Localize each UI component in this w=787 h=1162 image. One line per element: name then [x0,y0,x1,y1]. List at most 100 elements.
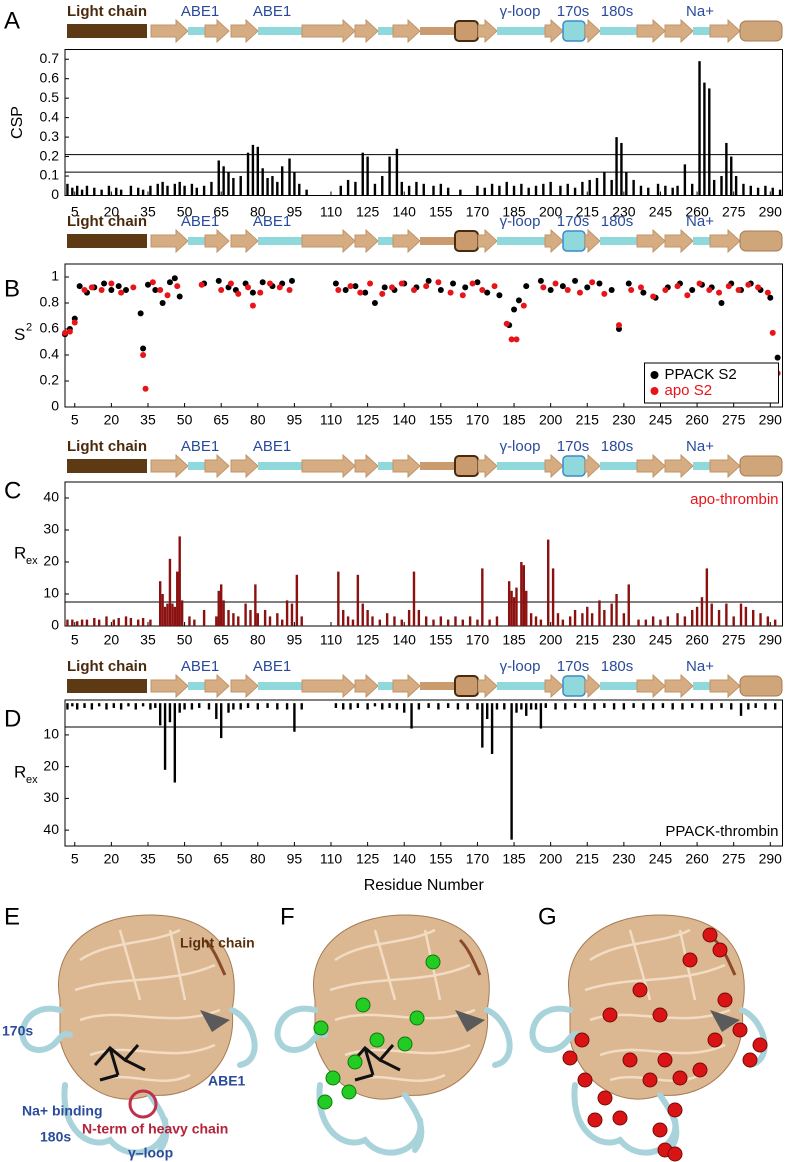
bar [290,603,294,626]
residue-sphere [369,1032,385,1048]
point [245,284,252,291]
bar [183,703,186,710]
x-tick-label: 215 [576,851,600,867]
topology-strand [709,673,741,699]
point [198,281,205,288]
topology-loop [600,237,637,245]
bar [512,597,516,626]
bar [642,703,645,710]
topology-strand [664,228,694,254]
topology-label: ABE1 [181,213,219,230]
bar [232,177,235,196]
y-axis-label-sub: ex [26,774,38,786]
legend-label: apo S2 [665,382,713,399]
ribbon [118,929,142,1001]
bar [178,536,181,626]
x-tick-label: 125 [356,851,380,867]
residue-sphere [325,1070,341,1086]
bar [251,144,255,196]
y-tick-label: 10 [43,726,59,742]
bar [90,703,94,710]
bar [664,185,667,196]
loop-spine [203,938,227,976]
topology-loop [378,27,393,35]
bar [163,606,167,626]
y-tick-label: 0.3 [40,128,60,144]
bar [173,183,177,196]
topology-strand [584,18,601,44]
topology-strand [477,18,498,44]
bar [256,703,259,710]
x-tick-label: 275 [722,204,746,220]
x-tick-label: 50 [177,204,193,220]
topology-light-chain [67,679,147,693]
bar [263,610,267,626]
bar [590,613,594,626]
bar [705,568,709,626]
topology-light-chain [67,234,147,248]
topology-loop [188,237,205,245]
bar [498,185,501,196]
x-tick-label: 290 [759,204,783,220]
point [774,354,781,361]
x-tick-label: 245 [649,204,673,220]
bar [300,616,303,626]
residue-sphere [313,1020,329,1036]
x-tick-label: 185 [502,851,526,867]
annotation: PPACK-thrombin [665,823,778,840]
bar [659,619,662,626]
bar [346,616,350,626]
topology-label: ABE1 [181,438,219,455]
bar [446,703,450,708]
bar [246,703,250,708]
x-tick-label: 65 [213,412,229,428]
residue-sphere [355,997,371,1013]
x-tick-label: 80 [250,851,266,867]
x-tick-label: 140 [393,204,417,220]
bar [476,185,479,196]
point [769,329,776,336]
bar [342,610,345,626]
ribbon [599,1043,726,1057]
point [479,287,486,293]
point [674,283,681,290]
residue-sphere [752,1037,768,1053]
bar [305,189,308,196]
bar [176,571,179,626]
bar [76,621,79,626]
x-tick-label: 170 [466,851,490,867]
x-tick-label: 20 [104,412,120,428]
point [625,280,632,287]
bar [432,185,435,196]
point [76,283,83,290]
bar [490,183,494,196]
topology-helix [562,20,586,42]
bar [495,616,499,626]
topology-helix [454,675,479,697]
point [159,300,166,306]
topology-light-chain [67,459,147,473]
bar [691,703,694,708]
x-tick-label: 185 [502,412,526,428]
residue-sphere [702,927,718,943]
topology-label: 180s [601,3,634,20]
bar [198,703,201,708]
bar [520,183,523,196]
point [637,284,644,291]
topology-helix [562,455,586,477]
y-tick-label: 0 [51,398,59,414]
bar [171,603,174,626]
x-tick-label: 260 [685,204,709,220]
bar [771,187,774,196]
x-tick-label: 140 [393,412,417,428]
bar [168,703,172,723]
point [98,287,105,293]
bar [249,610,252,626]
topology-strand [230,228,259,254]
topology-strand [354,453,379,479]
bar [276,181,279,196]
bar [573,187,577,196]
bar [676,185,679,196]
point [572,277,579,284]
plot-frame [64,49,783,196]
